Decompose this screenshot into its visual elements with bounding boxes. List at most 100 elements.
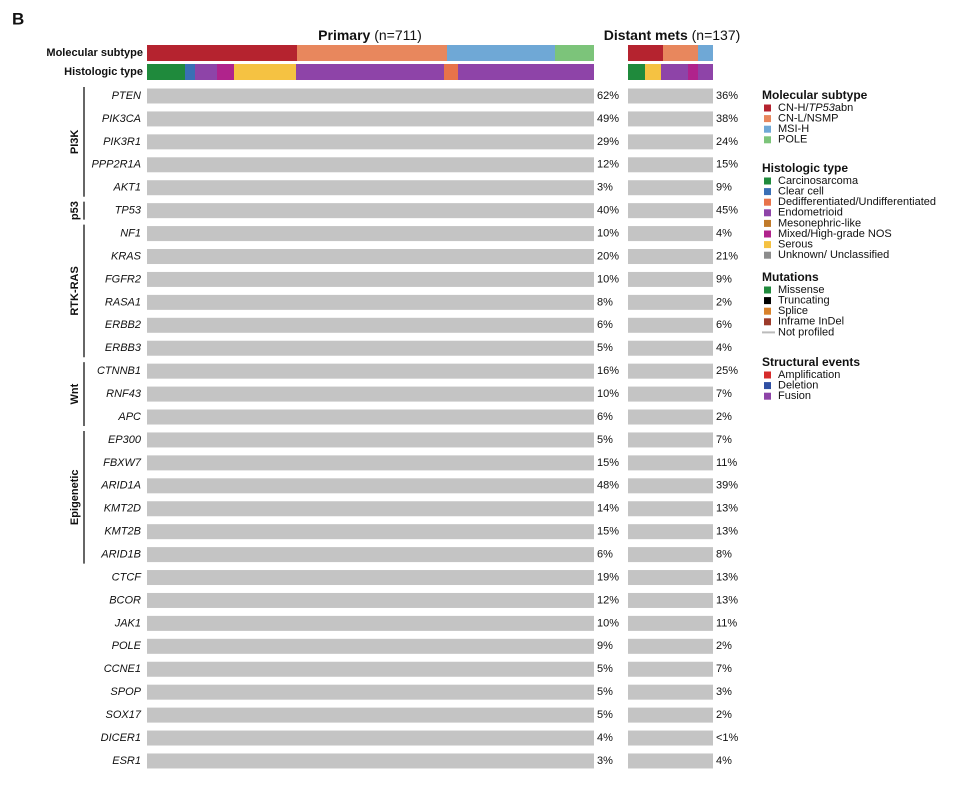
gene-name: POLE	[112, 640, 142, 652]
legend-label: Truncating	[778, 295, 830, 307]
primary-row	[147, 386, 594, 402]
primary-title: Primary (n=711)	[318, 27, 422, 43]
primary-row	[147, 478, 594, 494]
primary-pct: 4%	[597, 732, 613, 744]
mets-row	[628, 88, 713, 104]
primary-pct: 6%	[597, 319, 613, 331]
primary-row	[147, 409, 594, 425]
mets-row	[628, 203, 713, 219]
primary-row	[147, 226, 594, 242]
gene-name: NF1	[120, 227, 141, 239]
legend-label: MSI-H	[778, 123, 809, 135]
mets-pct: 7%	[716, 663, 732, 675]
primary-pct: 20%	[597, 250, 619, 262]
primary-pct: 16%	[597, 365, 619, 377]
primary-pct: 14%	[597, 503, 619, 515]
primary-pct: 9%	[597, 640, 613, 652]
primary-pct: 6%	[597, 549, 613, 561]
legend-label: CN-L/NSMP	[778, 113, 839, 125]
legend-label: POLE	[778, 134, 807, 146]
primary-pct: 29%	[597, 136, 619, 148]
mets-pct: 7%	[716, 434, 732, 446]
gene-name: FBXW7	[103, 457, 142, 469]
gene-name: PIK3R1	[103, 136, 141, 148]
primary-row	[147, 180, 594, 196]
gene-name: RNF43	[106, 388, 142, 400]
gene-name: ARID1B	[100, 549, 141, 561]
mets-row	[628, 730, 713, 746]
mets-pct: 13%	[716, 594, 738, 606]
gene-name: DICER1	[101, 732, 141, 744]
legend-title: Histologic type	[762, 161, 848, 175]
primary-row	[147, 271, 594, 287]
mets-pct: 11%	[716, 617, 737, 629]
mets-pct: 36%	[716, 90, 738, 102]
mets-pct: 24%	[716, 136, 738, 148]
mets-row	[628, 294, 713, 310]
mets-pct: 3%	[716, 686, 732, 698]
mets-row	[628, 157, 713, 173]
legend-swatch	[764, 251, 771, 259]
primary-pct: 15%	[597, 526, 619, 538]
gene-name: KMT2D	[104, 503, 141, 515]
legend-title: Mutations	[762, 270, 819, 284]
legend-swatch	[764, 209, 771, 217]
mets-row	[628, 547, 713, 563]
mets-row	[628, 638, 713, 654]
mets-row	[628, 271, 713, 287]
legend-label-part: CN-H/	[778, 102, 809, 114]
primary-pct: 10%	[597, 388, 619, 400]
primary-pct: 40%	[597, 205, 619, 217]
legend-swatch	[764, 115, 771, 123]
mets-row	[628, 753, 713, 769]
primary-pct: 49%	[597, 113, 619, 125]
mets-row	[628, 592, 713, 608]
legend-swatch	[764, 286, 771, 294]
primary-row	[147, 730, 594, 746]
mets-row	[628, 111, 713, 127]
gene-name: CCNE1	[104, 663, 141, 675]
mets-pct: 45%	[716, 205, 738, 217]
mets-pct: 11%	[716, 457, 737, 469]
subtype-track	[147, 45, 713, 61]
mets-pct: 4%	[716, 227, 732, 239]
primary-n: (n=711)	[374, 27, 422, 43]
legend-label: Endometrioid	[778, 207, 843, 219]
primary-row	[147, 203, 594, 219]
mets-row	[628, 386, 713, 402]
legend-label-part: TP53	[809, 102, 836, 114]
primary-pct: 3%	[597, 182, 613, 194]
gene-name: JAK1	[114, 617, 141, 629]
primary-pct: 62%	[597, 90, 619, 102]
primary-row	[147, 524, 594, 540]
primary-pct: 8%	[597, 296, 613, 308]
mets-pct: <1%	[716, 732, 739, 744]
primary-pct: 6%	[597, 411, 613, 423]
legend-swatch	[764, 177, 771, 185]
primary-row	[147, 111, 594, 127]
legend-swatch	[764, 136, 771, 144]
gene-name: EP300	[108, 434, 142, 446]
mets-pct: 25%	[716, 365, 738, 377]
legend-label: Carcinosarcoma	[778, 175, 859, 187]
legend-swatch	[764, 125, 771, 133]
primary-row	[147, 294, 594, 310]
legend-title: Structural events	[762, 355, 860, 369]
mets-pct: 13%	[716, 526, 738, 538]
primary-row	[147, 249, 594, 265]
mets-pct: 2%	[716, 411, 732, 423]
group-label: Epigenetic	[69, 469, 81, 525]
mets-row	[628, 180, 713, 196]
mets-pct: 7%	[716, 388, 732, 400]
legend-label: Serous	[778, 239, 813, 251]
legend-swatch	[764, 241, 771, 249]
gene-name: PPP2R1A	[91, 159, 141, 171]
primary-pct: 5%	[597, 434, 613, 446]
gene-name: PTEN	[112, 90, 141, 102]
gene-name: RASA1	[105, 296, 141, 308]
legend-label: Unknown/ Unclassified	[778, 249, 889, 261]
group-label: Wnt	[69, 383, 81, 404]
gene-name: ARID1A	[100, 480, 141, 492]
primary-row	[147, 317, 594, 333]
